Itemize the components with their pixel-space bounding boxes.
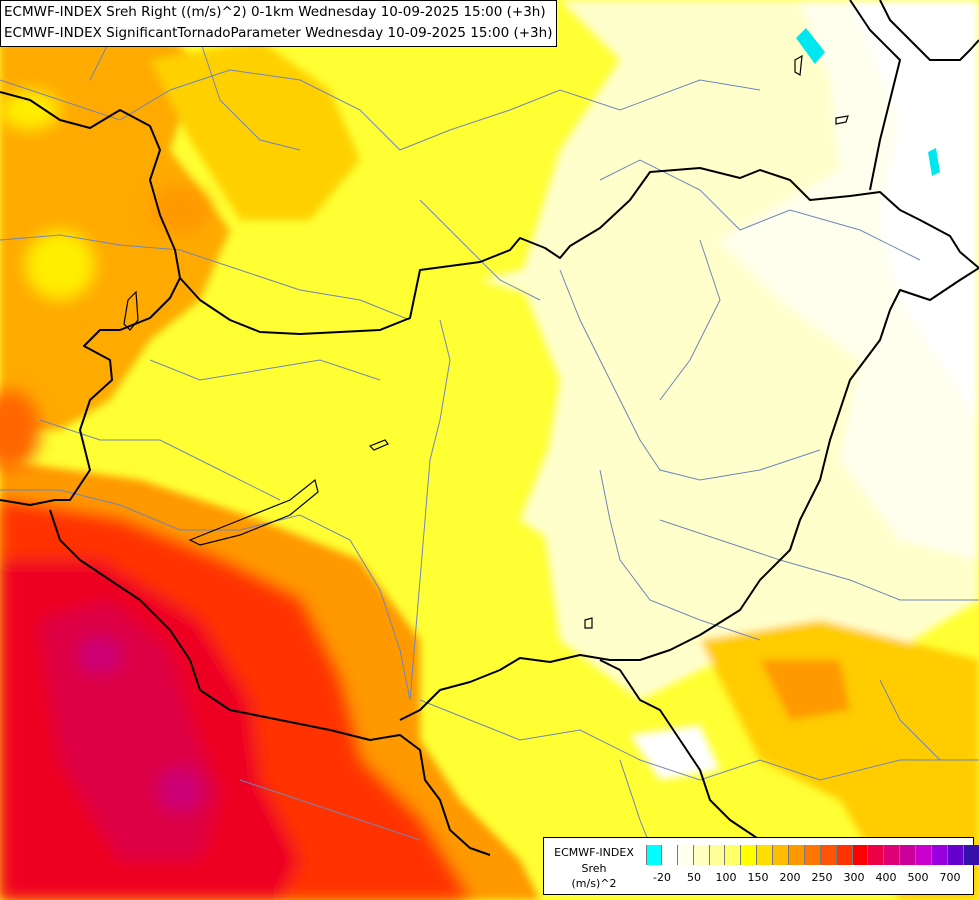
legend-swatch — [677, 845, 694, 865]
legend-tick-label: 700 — [939, 871, 961, 884]
legend-tick-label: 50 — [687, 871, 701, 884]
legend-swatch — [773, 845, 790, 865]
legend-tick-label: 150 — [747, 871, 769, 884]
legend-unit: (m/s)^2 — [571, 877, 617, 890]
legend-swatch — [693, 845, 710, 865]
border-northeast — [879, 0, 979, 61]
legend-tick-label: -20 — [653, 871, 671, 884]
title-line-1: ECMWF-INDEX Sreh Right ((m/s)^2) 0-1km W… — [4, 4, 546, 20]
yellow-spot-nw — [0, 90, 60, 130]
magenta-spot-2 — [158, 768, 202, 812]
legend-swatch — [757, 845, 774, 865]
lake-small-3 — [584, 617, 593, 629]
cyan-patch-2 — [928, 148, 940, 176]
border-east-top — [849, 0, 901, 191]
border-north — [0, 91, 979, 335]
field-shading-strong — [0, 90, 470, 900]
legend-ticks: -20 50 100 150 200 250 300 400 500 700 — [646, 871, 966, 887]
legend-tick-label: 100 — [715, 871, 737, 884]
legend-swatch — [916, 845, 933, 865]
title-line-2: ECMWF-INDEX SignificantTornadoParameter … — [4, 25, 553, 41]
lake-small-1 — [368, 439, 389, 451]
legend-swatch — [884, 845, 901, 865]
legend-tick-label: 400 — [875, 871, 897, 884]
legend-swatch — [661, 845, 678, 865]
cyan-patches — [796, 28, 940, 176]
legend-swatch — [947, 845, 964, 865]
lakes — [123, 54, 849, 629]
legend-swatch — [900, 845, 917, 865]
amber-region-mid — [150, 40, 360, 220]
orange-spot-west — [0, 390, 40, 470]
legend-swatches — [646, 845, 979, 865]
legend-swatch — [852, 845, 869, 865]
yellow-spot-west — [25, 230, 95, 300]
legend-title-line-1: ECMWF-INDEX — [554, 846, 634, 859]
orange-spot-nw — [150, 185, 210, 235]
legend-swatch — [868, 845, 885, 865]
legend-swatch — [820, 845, 837, 865]
border-southeast — [599, 659, 761, 841]
legend-tick-label: 200 — [779, 871, 801, 884]
legend-swatch — [963, 845, 979, 865]
amber-region-se — [760, 660, 850, 720]
legend-swatch — [932, 845, 948, 865]
border-west — [0, 277, 181, 506]
legend-swatch — [836, 845, 853, 865]
legend-swatch — [804, 845, 821, 865]
cyan-patch-1 — [796, 28, 825, 64]
white-core-ne — [850, 0, 979, 420]
legend-swatch — [709, 845, 726, 865]
pale-region-center — [480, 260, 640, 560]
color-legend: ECMWF-INDEX Sreh (m/s)^2 -20 50 100 150 200 2… — [543, 837, 979, 895]
border-south — [399, 267, 979, 721]
magenta-spot-1 — [78, 637, 122, 673]
legend-tick-label: 300 — [843, 871, 865, 884]
border-southwest — [49, 509, 491, 856]
map-title-box: ECMWF-INDEX Sreh Right ((m/s)^2) 0-1km W… — [0, 0, 558, 47]
legend-swatch — [741, 845, 758, 865]
lake-small-5 — [835, 115, 849, 125]
legend-tick-label: 500 — [907, 871, 929, 884]
lake-large — [188, 478, 319, 546]
legend-swatch — [725, 845, 742, 865]
country-borders — [0, 0, 979, 856]
lake-small-4 — [794, 54, 803, 76]
legend-swatch — [789, 845, 805, 865]
legend-tick-label: 250 — [811, 871, 833, 884]
orange-region-se — [700, 620, 979, 900]
legend-title-line-2: Sreh — [581, 862, 607, 875]
legend-swatch — [646, 845, 662, 865]
